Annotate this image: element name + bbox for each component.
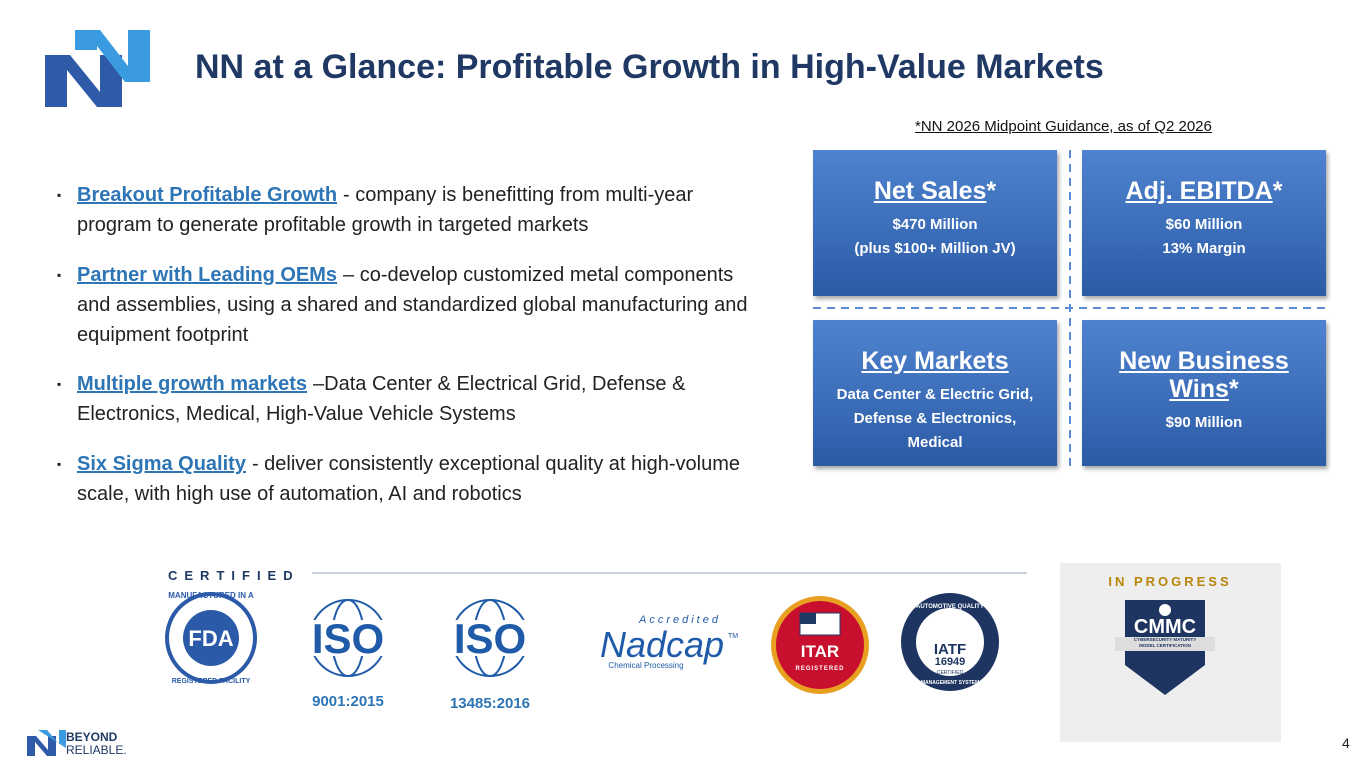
itar-sub: REGISTERED	[795, 666, 844, 672]
nadcap-main: Nadcap	[600, 624, 724, 665]
card: New Business Wins* $90 Million	[1082, 320, 1326, 466]
bullet-marker: ▪	[57, 188, 62, 202]
bullet-heading: Multiple growth markets	[77, 373, 308, 395]
brand-top: BEYOND	[66, 730, 118, 744]
iatf-number: 16949	[935, 656, 966, 668]
spacer	[1082, 403, 1326, 411]
bullet-marker: ▪	[57, 268, 62, 282]
card-title-text: New Business Wins	[1119, 347, 1289, 403]
bullet: ▪ Partner with Leading OEMs – co-develop c…	[57, 260, 767, 350]
dividers	[813, 150, 1326, 468]
card-suffix: *	[1272, 177, 1283, 205]
fda-bottom: REGISTERED FACILITY	[172, 678, 251, 685]
itar-main: ITAR	[801, 642, 839, 661]
bullet: ▪ Six Sigma Quality - deliver consistently…	[57, 449, 767, 509]
card-line: $60 Million	[1165, 216, 1243, 233]
card-title: Key Markets	[813, 347, 1057, 375]
card-line: Medical	[907, 434, 963, 451]
iatf-badge: AUTOMOTIVE QUALITY IATF 16949 CERTIFIED …	[901, 593, 999, 691]
page-number: 4	[1342, 735, 1350, 751]
bullet-marker: ▪	[57, 377, 62, 391]
nn-logo	[45, 30, 150, 107]
title: NN at a Glance: Profitable Growth in Hig…	[195, 48, 1104, 86]
iso-13485: ISO 13485:2016	[445, 599, 535, 712]
bullet-text: – co-develop customized metal components…	[77, 264, 748, 346]
bullet-heading: Partner with Leading OEMs	[77, 264, 338, 286]
card-line: $90 Million	[1165, 414, 1243, 431]
iatf-main: IATF	[934, 641, 966, 658]
iso-main: ISO	[454, 615, 526, 662]
card-title: New Business Wins*	[1082, 347, 1326, 403]
bullet-heading: Six Sigma Quality	[77, 453, 246, 475]
fda-badge: MANUFACTURED IN A FDA REGISTERED FACILIT…	[165, 591, 257, 685]
guidance-note: *NN 2026 Midpoint Guidance, as of Q2 202…	[915, 118, 1212, 135]
spacer	[813, 375, 1057, 383]
card-suffix: *	[1228, 375, 1239, 403]
nadcap-top: Accredited	[638, 614, 721, 626]
iatf-bottom: MANAGEMENT SYSTEM	[921, 680, 979, 686]
card-line: (plus $100+ Million JV)	[854, 240, 1016, 257]
nadcap-tm: TM	[728, 633, 738, 640]
card-line: $470 Million	[892, 216, 978, 233]
iso-main: ISO	[312, 615, 384, 662]
itar-badge: ITAR REGISTERED	[771, 596, 869, 694]
card: Net Sales* $470 Million (plus $100+ Millio…	[813, 150, 1057, 296]
bullet-text: - deliver consistently exceptional quali…	[77, 453, 740, 505]
card-title-text: Net Sales	[873, 177, 987, 205]
iso-caption: 13485:2016	[450, 695, 530, 712]
card-line: 13% Margin	[1162, 240, 1246, 257]
footer-logo: BEYOND RELIABLE.	[27, 730, 127, 757]
spacer	[813, 205, 1057, 213]
cmmc-sub: CYBERSECURITY MATURITY MODEL CERTIFICATI…	[1133, 637, 1197, 648]
card-line: Defense & Electronics,	[853, 410, 1017, 427]
card-title: Adj. EBITDA*	[1082, 177, 1326, 205]
cmmc-main: CMMC	[1134, 616, 1196, 638]
nadcap-badge: Accredited Nadcap TM Chemical Processing	[600, 614, 738, 670]
bullet: ▪ Breakout Profitable Growth - company is …	[57, 180, 767, 240]
in-progress-label: IN PROGRESS	[1108, 574, 1231, 589]
bullet-text: - company is benefitting from multi-year…	[77, 184, 694, 236]
card-title-text: Key Markets	[861, 347, 1009, 375]
fda-top: MANUFACTURED IN A	[168, 591, 254, 600]
brand-bottom: RELIABLE.	[66, 743, 127, 757]
spacer	[1082, 205, 1326, 213]
nadcap-bottom: Chemical Processing	[608, 661, 683, 670]
bullet-heading: Breakout Profitable Growth	[77, 184, 338, 206]
bullet: ▪ Multiple growth markets –Data Center & E…	[57, 369, 767, 429]
card-suffix: *	[986, 177, 997, 205]
card-title-text: Adj. EBITDA	[1125, 177, 1273, 205]
bullet-marker: ▪	[57, 457, 62, 471]
iatf-top: AUTOMOTIVE QUALITY	[916, 604, 984, 610]
card-title: Net Sales*	[813, 177, 1057, 205]
cmmc-badge: CMMC CYBERSECURITY MATURITY MODEL CERTIF…	[1115, 600, 1215, 695]
card: Adj. EBITDA* $60 Million 13% Margin	[1082, 150, 1326, 296]
bullet-text: –Data Center & Electrical Grid, Defense …	[77, 373, 686, 425]
iatf-badge-text: CERTIFIED	[937, 670, 964, 676]
iso-9001: ISO 9001:2015	[305, 599, 391, 710]
fda-main: FDA	[188, 626, 233, 651]
certified-label: CERTIFIED	[168, 568, 300, 583]
card-line: Data Center & Electric Grid,	[836, 386, 1034, 403]
card: Key Markets Data Center & Electric Grid, D…	[813, 320, 1057, 466]
iso-caption: 9001:2015	[312, 693, 384, 710]
